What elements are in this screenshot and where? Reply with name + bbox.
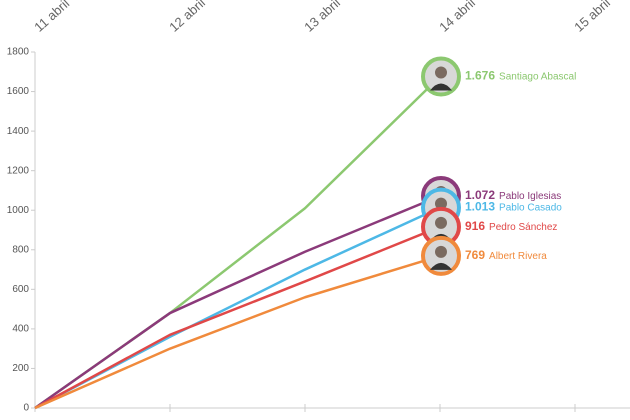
y-tick-label: 1000	[7, 205, 30, 216]
y-tick-label: 200	[12, 363, 29, 374]
series-name: Santiago Abascal	[499, 71, 576, 82]
series-line	[34, 75, 441, 410]
avatar-body	[430, 83, 452, 91]
y-tick-label: 1400	[7, 126, 30, 137]
y-tick-label: 1200	[7, 165, 30, 176]
data-label: 769 Albert Rivera	[465, 248, 547, 262]
data-label: 1.072 Pablo Iglesias	[465, 188, 561, 202]
x-tick-label: 13 abril	[301, 0, 343, 35]
y-tick-label: 400	[12, 324, 29, 335]
y-tick-label: 1800	[7, 47, 30, 58]
series-name: Pablo Iglesias	[499, 191, 561, 202]
avatar-head	[435, 66, 447, 79]
data-label: 916 Pedro Sánchez	[465, 219, 557, 233]
series-line	[34, 194, 441, 410]
x-tick-label: 14 abril	[436, 0, 478, 35]
series-line	[34, 225, 441, 410]
avatar-head	[435, 216, 447, 229]
y-tick-label: 800	[12, 244, 29, 255]
avatar-head	[435, 197, 447, 210]
data-label: 1.676 Santiago Abascal	[465, 69, 576, 83]
value-label: 1.013	[465, 200, 495, 214]
y-tick-label: 1600	[7, 86, 30, 97]
x-tick-label: 12 abril	[166, 0, 208, 35]
series-name: Pedro Sánchez	[489, 221, 557, 232]
series-line	[34, 254, 441, 410]
value-label: 1.676	[465, 69, 495, 83]
avatar-body	[430, 262, 452, 270]
y-tick-label: 600	[12, 284, 29, 295]
value-label: 1.072	[465, 188, 495, 202]
value-label: 769	[465, 248, 485, 262]
series-name: Albert Rivera	[489, 251, 547, 262]
data-label: 1.013 Pablo Casado	[465, 200, 562, 214]
x-tick-label: 15 abril	[571, 0, 613, 35]
x-tick-label: 11 abril	[31, 0, 72, 35]
series-name: Pablo Casado	[499, 202, 562, 213]
value-label: 916	[465, 219, 485, 233]
y-tick-label: 0	[23, 403, 29, 414]
avatar-head	[435, 245, 447, 258]
